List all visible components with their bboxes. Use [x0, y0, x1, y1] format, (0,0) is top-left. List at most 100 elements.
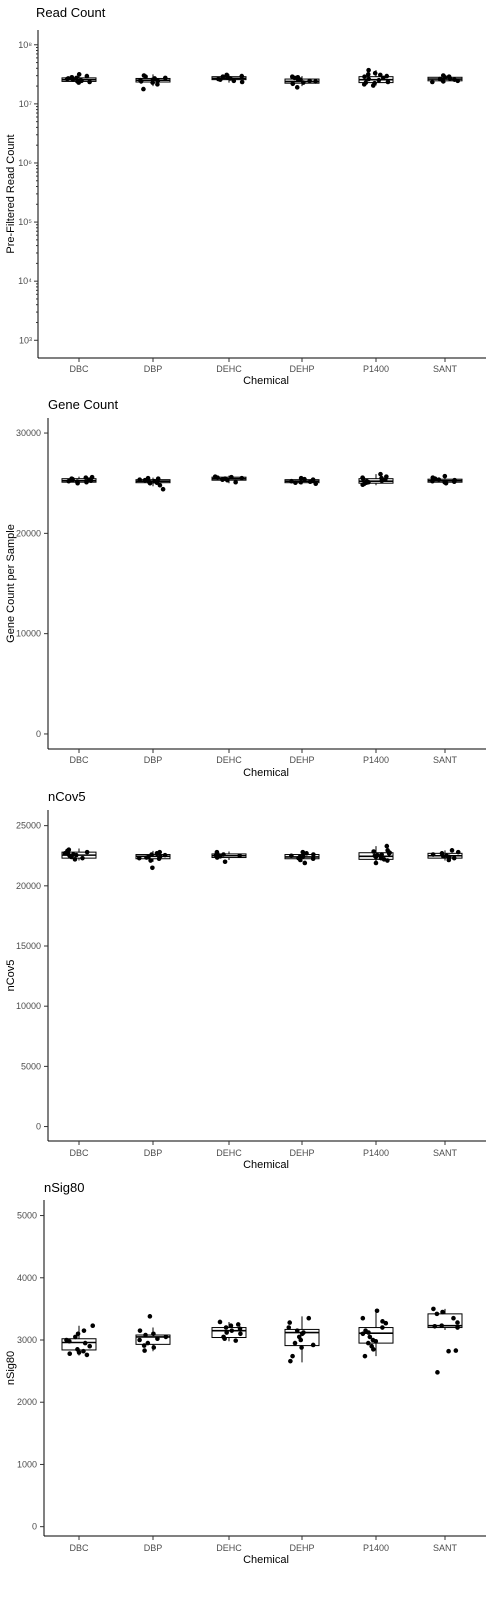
data-point [213, 852, 219, 858]
box-iqr [211, 1327, 247, 1339]
data-point [365, 1340, 371, 1346]
data-point [152, 76, 157, 81]
data-point [143, 1332, 148, 1338]
data-point [81, 1348, 86, 1354]
y-tick-label: 20000 [16, 881, 41, 891]
data-point [432, 1324, 438, 1329]
data-point [151, 1331, 156, 1337]
data-point [430, 478, 435, 484]
y-tick-label: 5000 [21, 1061, 41, 1071]
chart-title: nSig80 [44, 1180, 84, 1195]
data-point [67, 1351, 73, 1356]
data-point [365, 72, 371, 77]
data-point [160, 486, 166, 492]
y-tick-label: 10⁵ [18, 217, 32, 227]
data-point [298, 475, 304, 481]
data-point [430, 475, 436, 480]
data-point [75, 1331, 81, 1337]
box-SANT [427, 73, 463, 85]
data-point [369, 1343, 374, 1349]
data-point [67, 1338, 72, 1344]
data-point [293, 480, 298, 485]
y-tick-label: 1000 [17, 1459, 37, 1469]
data-point [222, 859, 228, 865]
x-tick-label: DEHC [216, 364, 242, 374]
data-point [449, 848, 455, 853]
y-tick-label: 15000 [16, 941, 41, 951]
box-P1400 [358, 1308, 394, 1359]
data-point [453, 1348, 459, 1353]
data-point [222, 1336, 227, 1342]
data-point [373, 860, 379, 866]
box-DEHP [284, 74, 320, 90]
x-tick-label: DBC [69, 364, 89, 374]
data-point [380, 1319, 385, 1324]
data-point [367, 1334, 373, 1340]
data-point [229, 1328, 235, 1333]
data-point [379, 852, 384, 857]
data-point [225, 477, 230, 483]
data-point [233, 1338, 239, 1343]
x-axis-label: Chemical [243, 1159, 289, 1171]
chart-panel-2: Gene Count 0 10000 20000 30000 Gene Count per… [5, 397, 486, 779]
box-DEHP [284, 1315, 320, 1364]
x-axis-label: Chemical [243, 1554, 289, 1566]
data-point [292, 1340, 298, 1346]
data-point [73, 852, 79, 858]
data-point [221, 852, 226, 857]
x-tick-label: SANT [433, 1543, 458, 1553]
data-point [155, 1336, 160, 1342]
data-point [387, 850, 393, 856]
y-tick-label: 10000 [16, 1001, 41, 1011]
data-point [223, 1325, 229, 1330]
x-tick-label: P1400 [363, 1543, 389, 1553]
data-point [141, 1343, 147, 1348]
y-tick-label: 20000 [16, 528, 41, 538]
x-tick-label: SANT [433, 364, 458, 374]
data-point [150, 865, 155, 871]
x-tick-label: P1400 [363, 755, 389, 765]
x-axis-label: Chemical [243, 767, 289, 779]
box-DBC [61, 474, 97, 486]
y-axis-label: Gene Count per Sample [5, 524, 17, 643]
data-point [70, 476, 75, 482]
data-point [137, 1328, 143, 1333]
data-point [70, 77, 76, 82]
data-point [446, 1348, 451, 1354]
data-point [300, 849, 306, 855]
chart-panel-3: nCov5 0 5000 10000 15000 20000 25000 nCov5 DBC DB… [5, 789, 486, 1171]
data-point [310, 477, 316, 482]
data-point [145, 1340, 151, 1346]
data-point [360, 475, 365, 480]
data-point [66, 478, 71, 484]
data-point [455, 849, 461, 855]
data-point [144, 855, 149, 860]
x-tick-label: DBP [144, 1543, 163, 1553]
data-point [290, 74, 295, 79]
box-P1400 [358, 843, 394, 866]
data-point [152, 478, 157, 484]
data-point [228, 1323, 234, 1328]
data-point [154, 851, 160, 856]
chart-panel-4: nSig80 0 1000 2000 3000 4000 5000 nSig80 DBC DBP D… [5, 1180, 486, 1566]
data-point [366, 67, 371, 73]
chart-title: Gene Count [48, 397, 118, 412]
data-point [363, 80, 369, 85]
data-point [286, 1325, 292, 1330]
x-tick-label: DBP [144, 755, 163, 765]
y-axis-label: nSig80 [5, 1351, 17, 1385]
y-tick-label: 10⁸ [18, 40, 32, 50]
data-point [379, 475, 384, 481]
data-point [76, 72, 82, 77]
data-point [452, 77, 457, 82]
box-DEHP [284, 849, 320, 866]
chart-panel-1: Read Count 10³ 10⁴ 10⁵ 10⁶ 10⁷ 10⁸ Pre-Filtered… [5, 5, 486, 387]
data-point [313, 481, 319, 486]
y-tick-label: 30000 [16, 428, 41, 438]
box-SANT [427, 473, 463, 486]
x-tick-label: DBC [69, 1148, 89, 1158]
data-point [439, 851, 445, 856]
data-point [215, 475, 220, 480]
y-tick-label: 10⁶ [18, 158, 32, 168]
